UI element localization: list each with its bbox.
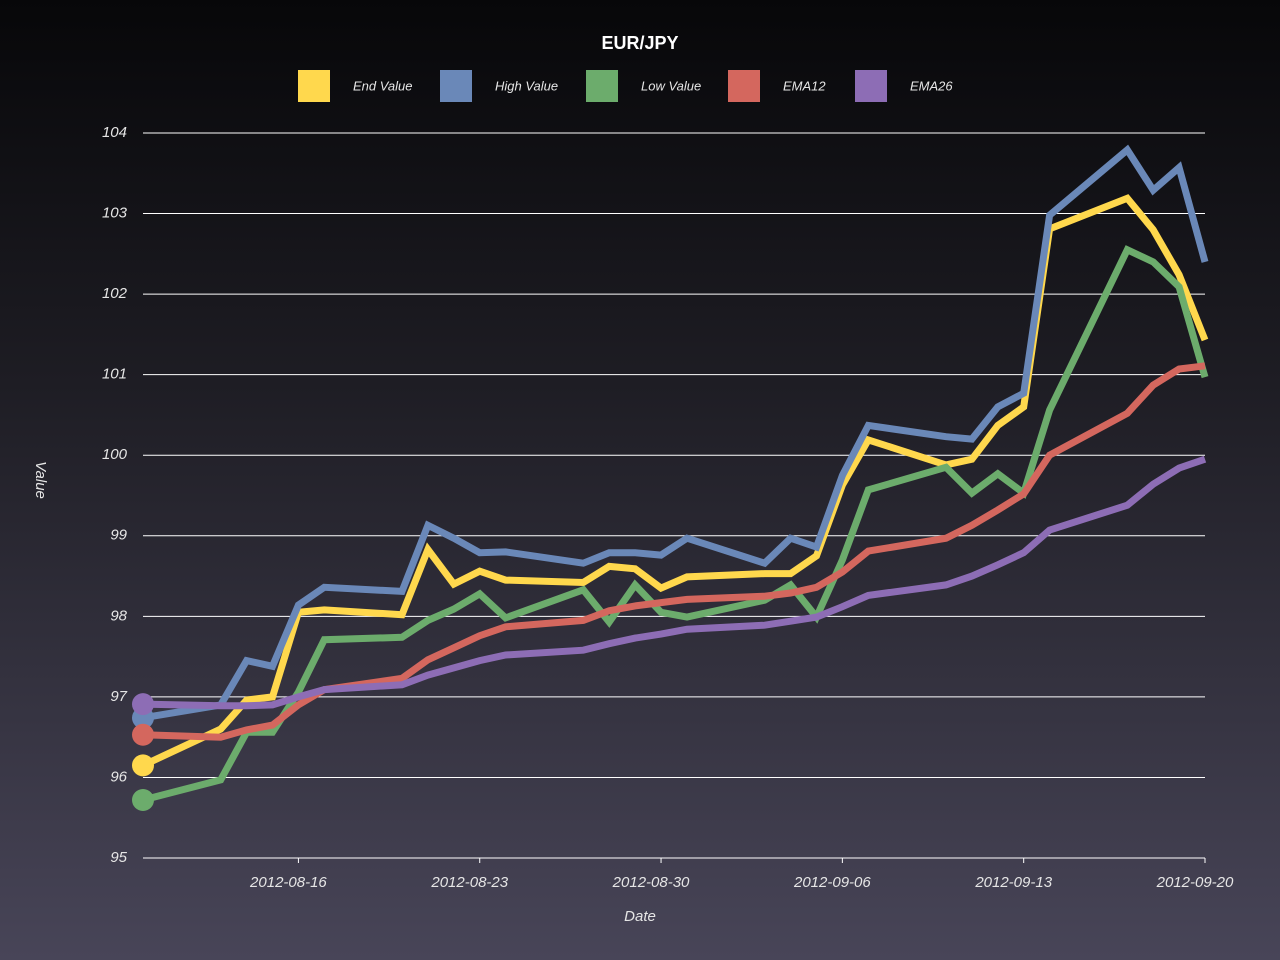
legend-swatch — [728, 70, 760, 102]
start-marker — [132, 754, 154, 777]
y-tick-label: 98 — [110, 607, 127, 624]
series-line — [142, 144, 1209, 722]
y-tick-label: 100 — [102, 446, 128, 463]
series-line — [142, 245, 1209, 804]
legend-label: EMA12 — [783, 78, 826, 93]
start-marker — [132, 693, 154, 716]
legend-swatch — [298, 70, 330, 102]
legend-label: High Value — [495, 78, 558, 93]
x-tick-label: 2012-08-30 — [612, 874, 690, 891]
y-tick-label: 102 — [102, 285, 128, 302]
start-marker — [132, 723, 154, 746]
y-tick-label: 101 — [102, 366, 127, 383]
legend-label: End Value — [353, 78, 413, 93]
x-axis-label: Date — [624, 908, 656, 925]
legend-swatch — [586, 70, 618, 102]
y-tick-label: 99 — [110, 527, 127, 544]
legend-label: EMA26 — [910, 78, 953, 93]
x-tick-label: 2012-08-23 — [430, 874, 508, 891]
y-axis-label: Value — [32, 461, 49, 499]
y-tick-label: 96 — [110, 768, 127, 785]
legend-swatch — [855, 70, 887, 102]
legend-label: Low Value — [641, 78, 701, 93]
series-line — [142, 455, 1207, 710]
y-tick-label: 97 — [110, 688, 127, 705]
x-tick-label: 2012-08-16 — [249, 874, 327, 891]
y-tick-label: 104 — [102, 124, 127, 141]
y-tick-label: 95 — [110, 849, 127, 866]
y-tick-label: 103 — [102, 205, 128, 222]
chart-title: EUR/JPY — [601, 33, 678, 53]
x-tick-label: 2012-09-20 — [1156, 874, 1234, 891]
x-tick-label: 2012-09-13 — [974, 874, 1052, 891]
legend-swatch — [440, 70, 472, 102]
x-tick-label: 2012-09-06 — [793, 874, 871, 891]
start-marker — [132, 789, 154, 811]
